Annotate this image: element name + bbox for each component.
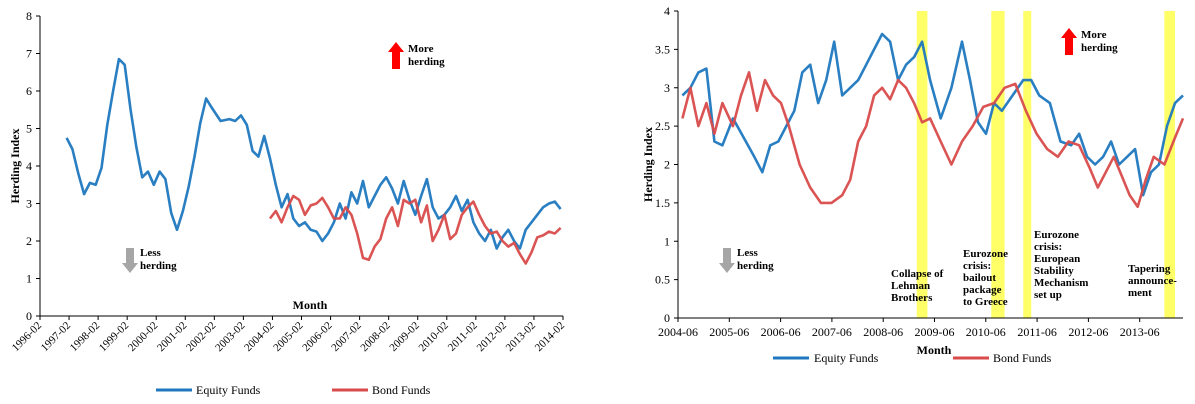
x-tick-label: 2008-02 <box>358 320 392 354</box>
y-tick-label: 3.5 <box>655 42 670 56</box>
y-tick-label: 1 <box>664 234 670 248</box>
annotation-more-herding: herding <box>408 56 445 68</box>
y-tick-label: 5 <box>26 122 32 136</box>
x-tick-label: 2011-06 <box>1017 325 1057 339</box>
annotation-less-herding: Less <box>737 247 759 259</box>
annotation-less-herding: herding <box>140 260 177 272</box>
y-axis-title: Herding Index <box>8 128 22 203</box>
y-tick-label: 6 <box>26 84 32 98</box>
down-arrow-shaft-icon <box>126 248 134 263</box>
y-tick-label: 2 <box>26 234 32 248</box>
x-tick-label: 2009-02 <box>387 320 421 354</box>
annotation-greece-bailout: package <box>963 284 1002 296</box>
x-tick-label: 2005-06 <box>709 325 749 339</box>
y-tick-label: 3 <box>26 197 32 211</box>
chart-left: 0123456781996-021997-021998-021999-02200… <box>8 9 567 397</box>
annotation-lehman: Collapse of <box>891 268 944 280</box>
up-arrow-icon <box>389 50 403 69</box>
down-arrow-shaft-icon <box>723 248 731 263</box>
x-tick-label: 2013-02 <box>504 320 538 354</box>
y-tick-label: 8 <box>26 9 32 23</box>
x-tick-label: 2010-06 <box>966 325 1006 339</box>
x-tick-label: 2005-02 <box>271 320 305 354</box>
x-tick-label: 2007-06 <box>812 325 852 339</box>
x-tick-label: 2011-02 <box>446 320 480 354</box>
y-axis-title: Herding Index <box>641 127 655 202</box>
annotation-tapering: announce- <box>1128 275 1177 287</box>
x-tick-label: 2010-02 <box>416 320 450 354</box>
annotation-esm: European <box>1034 253 1080 265</box>
up-arrow-icon <box>1062 36 1076 55</box>
x-axis-title: Month <box>917 343 952 357</box>
annotation-lehman: Brothers <box>891 292 933 304</box>
y-tick-label: 4 <box>664 4 670 18</box>
annotation-less-herding: Less <box>140 247 162 259</box>
annotation-tapering: ment <box>1128 287 1152 299</box>
y-tick-label: 2.5 <box>655 119 670 133</box>
up-arrow-head-icon <box>388 42 404 52</box>
y-tick-label: 0 <box>664 311 670 325</box>
annotation-greece-bailout: Eurozone <box>963 248 1008 260</box>
legend-label-equity: Equity Funds <box>196 383 261 397</box>
x-tick-label: 2014-02 <box>533 320 567 354</box>
annotation-greece-bailout: bailout <box>963 272 996 284</box>
annotation-greece-bailout: to Greece <box>963 296 1008 308</box>
x-tick-label: 1999-02 <box>97 320 131 354</box>
highlight-band-1 <box>991 11 1005 318</box>
series-line-bond <box>268 194 562 265</box>
annotation-greece-bailout: crisis: <box>963 260 991 272</box>
y-tick-label: 1 <box>26 272 32 286</box>
legend-label-bond: Bond Funds <box>372 383 431 397</box>
highlight-band-3 <box>1164 11 1176 318</box>
annotation-more-herding: More <box>1081 29 1107 41</box>
legend-label-bond: Bond Funds <box>993 351 1052 365</box>
x-tick-label: 2001-02 <box>155 320 189 354</box>
annotation-lehman: Lehman <box>891 280 930 292</box>
x-tick-label: 2004-02 <box>242 320 276 354</box>
x-tick-label: 2013-06 <box>1120 325 1160 339</box>
x-tick-label: 2012-06 <box>1068 325 1108 339</box>
up-arrow-head-icon <box>1061 28 1077 38</box>
y-tick-label: 7 <box>26 47 32 61</box>
y-tick-label: 0.5 <box>655 273 670 287</box>
annotation-esm: set up <box>1034 289 1062 301</box>
highlight-band-0 <box>916 11 928 318</box>
annotation-more-herding: More <box>408 43 434 55</box>
x-tick-label: 2008-06 <box>863 325 903 339</box>
x-tick-label: 2006-02 <box>300 320 334 354</box>
legend-label-equity: Equity Funds <box>814 351 879 365</box>
x-tick-label: 2007-02 <box>329 320 363 354</box>
x-tick-label: 2004-06 <box>658 325 698 339</box>
highlight-band-2 <box>1023 11 1032 318</box>
y-tick-label: 4 <box>26 159 32 173</box>
down-arrow-icon <box>719 263 735 273</box>
series-line-equity <box>681 32 1184 197</box>
x-tick-label: 2009-06 <box>915 325 955 339</box>
x-tick-label: 2000-02 <box>126 320 160 354</box>
series-line-equity <box>65 57 562 250</box>
annotation-esm: Mechanism <box>1034 277 1088 289</box>
y-tick-label: 2 <box>664 158 670 172</box>
annotation-tapering: Tapering <box>1128 263 1171 275</box>
x-tick-label: 1996-02 <box>10 320 44 354</box>
annotation-less-herding: herding <box>737 260 774 272</box>
annotation-esm: crisis: <box>1034 241 1062 253</box>
x-tick-label: 2012-02 <box>475 320 509 354</box>
x-tick-label: 1997-02 <box>39 320 73 354</box>
series-line-bond <box>681 71 1185 208</box>
y-tick-label: 3 <box>664 81 670 95</box>
down-arrow-icon <box>122 263 138 273</box>
x-tick-label: 1998-02 <box>68 320 102 354</box>
x-tick-label: 2003-02 <box>213 320 247 354</box>
annotation-esm: Stability <box>1034 265 1074 277</box>
y-tick-label: 0 <box>26 309 32 323</box>
x-tick-label: 2002-02 <box>184 320 218 354</box>
annotation-esm: Eurozone <box>1034 229 1079 241</box>
y-tick-label: 1.5 <box>655 196 670 210</box>
annotation-more-herding: herding <box>1081 42 1118 54</box>
x-axis-title: Month <box>293 298 328 312</box>
x-tick-label: 2006-06 <box>761 325 801 339</box>
chart-right: 0 0.5 1 1.5 2 2.5 3 3.5 4 2004-06 2005-06 2006-06 20… <box>641 4 1185 365</box>
